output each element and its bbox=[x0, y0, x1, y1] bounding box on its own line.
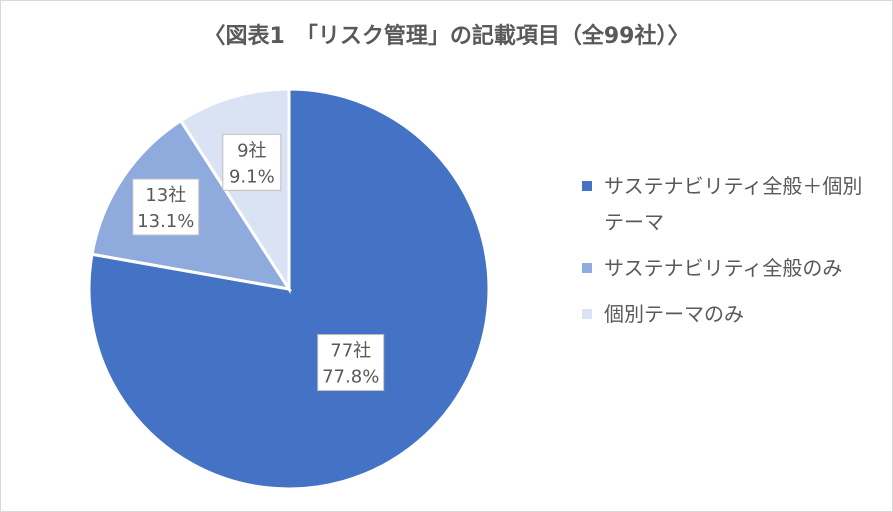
legend-item: サステナビリティ全般のみ bbox=[582, 250, 882, 286]
legend-label: 個別テーマのみ bbox=[604, 302, 744, 326]
legend-label: サステナビリティ全般のみ bbox=[604, 256, 843, 280]
chart-title: 〈図表1 「リスク管理」の記載項目（全99社）〉 bbox=[203, 24, 690, 49]
data-label-box bbox=[317, 334, 385, 392]
data-label-box bbox=[132, 178, 200, 236]
data-label-percent: 13.1% bbox=[137, 211, 194, 232]
data-label-percent: 9.1% bbox=[229, 166, 275, 187]
legend-item: サステナビリティ全般＋個別テーマ bbox=[582, 168, 882, 240]
legend-label: サステナビリティ全般＋個別テーマ bbox=[604, 174, 863, 234]
legend-swatch bbox=[582, 309, 592, 319]
data-label: 9社 9.1% bbox=[222, 133, 282, 191]
legend: サステナビリティ全般＋個別テーマサステナビリティ全般のみ 個別テーマのみ bbox=[582, 168, 882, 342]
data-label: 77社 77.8% bbox=[317, 334, 385, 392]
data-label-box bbox=[222, 133, 282, 191]
pie-slice bbox=[87, 87, 491, 491]
data-label-percent: 77.8% bbox=[322, 367, 379, 388]
data-label-count: 77社 bbox=[330, 341, 371, 362]
legend-swatch bbox=[582, 263, 592, 273]
data-label-count: 9社 bbox=[237, 140, 266, 161]
data-label-count: 13社 bbox=[145, 185, 186, 206]
data-label: 13社 13.1% bbox=[132, 178, 200, 236]
legend-item: 個別テーマのみ bbox=[582, 296, 882, 332]
legend-swatch bbox=[582, 181, 592, 191]
